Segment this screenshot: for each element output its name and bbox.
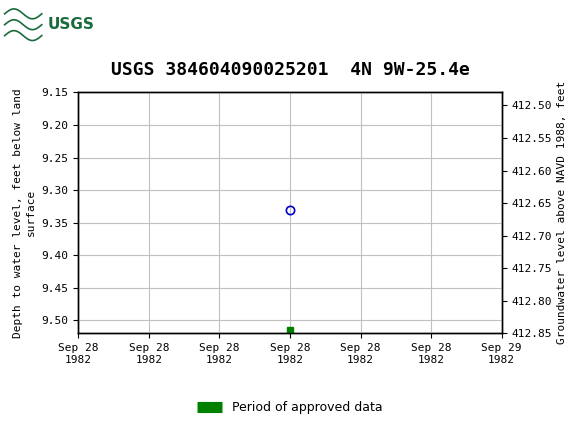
Legend: Period of approved data: Period of approved data <box>192 396 388 419</box>
Y-axis label: Groundwater level above NAVD 1988, feet: Groundwater level above NAVD 1988, feet <box>557 81 567 344</box>
Y-axis label: Depth to water level, feet below land
surface: Depth to water level, feet below land su… <box>13 88 36 338</box>
Text: USGS 384604090025201  4N 9W-25.4e: USGS 384604090025201 4N 9W-25.4e <box>111 61 469 79</box>
Text: USGS: USGS <box>48 17 95 32</box>
Bar <box>3 4 87 46</box>
